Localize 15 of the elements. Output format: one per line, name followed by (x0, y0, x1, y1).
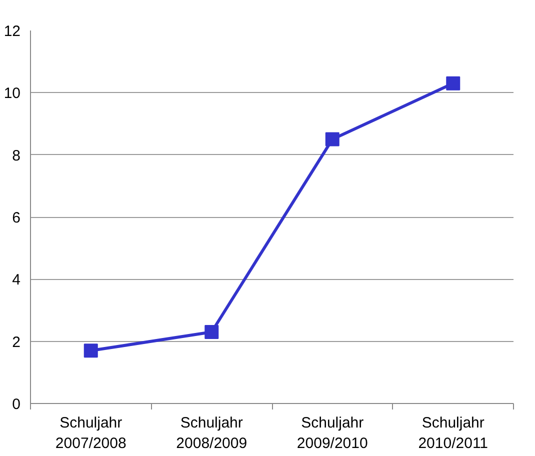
point (325, 132, 340, 146)
y-tick-label: 0 (12, 396, 20, 413)
x-tick-label: Schuljahr 2010/2011 (418, 414, 488, 452)
point (84, 344, 98, 358)
x-tick-label: Schuljahr 2007/2008 (55, 414, 126, 452)
x-tick-label: Schuljahr 2008/2009 (176, 414, 248, 452)
y-tick-label: 4 (12, 272, 20, 289)
point (204, 325, 219, 340)
y-tick-label: 8 (12, 147, 20, 164)
x-tick-label: Schuljahr 2009/2010 (296, 414, 368, 452)
y-tick-label: 12 (4, 23, 21, 40)
y-tick-label: 2 (12, 334, 20, 351)
y-tick-label: 6 (12, 210, 20, 226)
y-tick-label: 10 (4, 85, 21, 102)
point (446, 76, 460, 90)
